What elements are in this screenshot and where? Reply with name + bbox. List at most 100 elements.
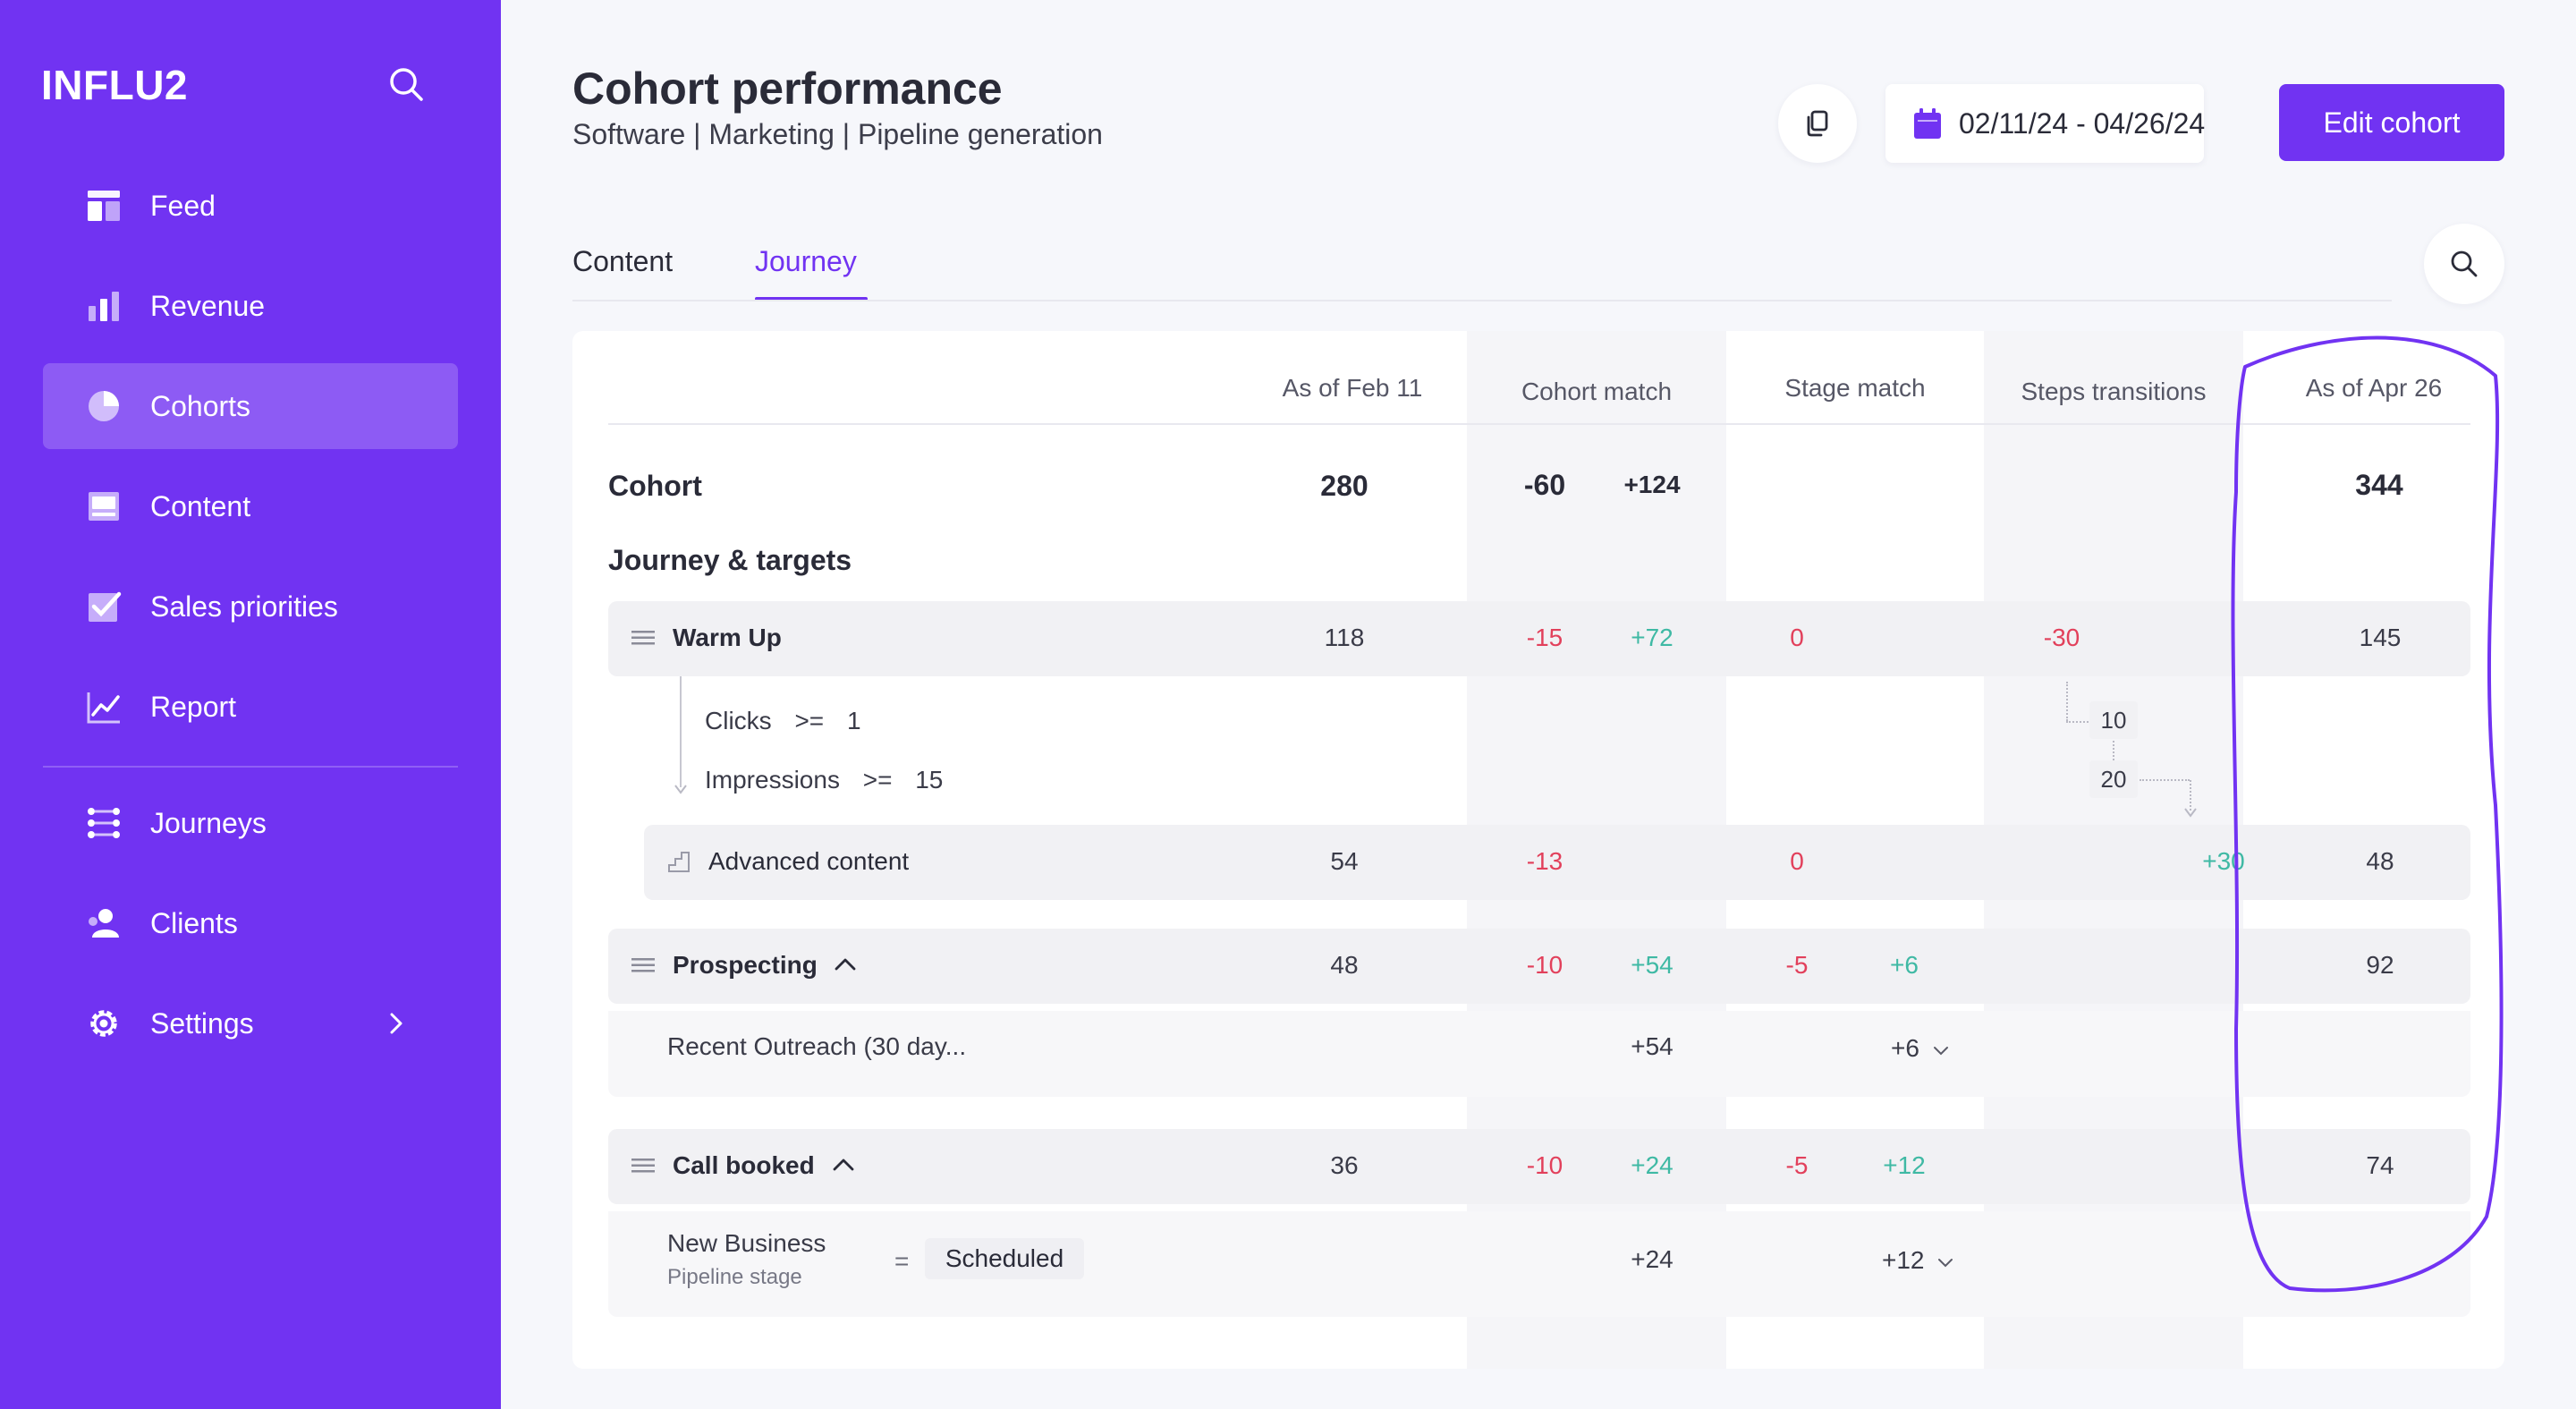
row-start: 118 <box>1324 624 1365 651</box>
journey-table: As of Feb 11 Cohort match Stage match St… <box>572 331 2504 1369</box>
drag-handle-icon[interactable] <box>631 957 655 973</box>
chevron-down-icon <box>1933 1047 1948 1056</box>
row-match-pos: +54 <box>1631 951 1674 979</box>
sidebar-item-content[interactable]: Content <box>43 463 458 549</box>
date-range-picker[interactable]: 02/11/24 - 04/26/24 <box>1885 84 2206 163</box>
step-chip: 10 <box>2089 701 2138 739</box>
criteria-item: Impressions >= 15 <box>705 766 943 794</box>
row-start: 54 <box>1330 847 1359 875</box>
journeys-icon <box>88 808 120 838</box>
page-subtitle: Software | Marketing | Pipeline generati… <box>572 118 1103 150</box>
cohort-label: Cohort <box>608 470 702 502</box>
row-match-neg: -13 <box>1526 847 1563 875</box>
line-chart-icon <box>87 692 120 724</box>
cohort-match-neg: -60 <box>1523 469 1566 501</box>
sidebar-item-label: Feed <box>150 189 216 222</box>
subrow-stage-value: +6 <box>1891 1034 1919 1062</box>
section-label: Journey & targets <box>608 544 852 576</box>
sidebar-item-label: Revenue <box>150 289 266 322</box>
copy-icon <box>1807 110 1828 137</box>
column-header: Stage match <box>1784 374 1926 402</box>
table-row[interactable] <box>608 929 2470 1004</box>
sidebar-item-label: Report <box>150 690 237 723</box>
sidebar-item-clients[interactable]: Clients <box>43 880 458 966</box>
table-row[interactable] <box>644 825 2470 900</box>
row-label: Warm Up <box>673 624 782 651</box>
criteria-item: Clicks >= 1 <box>705 707 861 735</box>
active-tab-indicator <box>755 297 868 301</box>
sidebar-item-cohorts[interactable]: Cohorts <box>43 363 458 449</box>
step-connector <box>2113 741 2114 760</box>
chevron-up-icon[interactable] <box>832 1158 855 1172</box>
column-header: Cohort match <box>1521 378 1673 405</box>
sidebar-item-label: Clients <box>150 906 238 939</box>
checkbox-icon <box>89 591 122 622</box>
row-label: Advanced content <box>708 847 910 875</box>
row-steps: -30 <box>2043 624 2080 651</box>
arrow-down-icon <box>2184 808 2197 818</box>
criteria-value: 1 <box>846 707 861 734</box>
sidebar-item-label: Journeys <box>150 806 267 839</box>
drag-handle-icon[interactable] <box>631 630 655 646</box>
row-stage: 0 <box>1790 624 1804 651</box>
column-header: As of Apr 26 <box>2305 374 2443 402</box>
tab-content[interactable]: Content <box>572 245 674 277</box>
row-match-neg: -10 <box>1526 951 1563 979</box>
search-icon[interactable] <box>386 64 426 104</box>
bar-chart-icon <box>89 292 119 321</box>
chevron-down-icon <box>1938 1259 1953 1268</box>
row-label: Prospecting <box>673 951 818 979</box>
step-connector <box>2066 721 2091 723</box>
table-subrow[interactable] <box>608 1211 2470 1317</box>
subrow-sublabel: Pipeline stage <box>667 1265 802 1289</box>
subrow-stage[interactable]: +6 <box>1891 1034 1950 1063</box>
edit-cohort-button[interactable]: Edit cohort <box>2279 84 2504 161</box>
row-steps: +30 <box>2202 847 2245 875</box>
table-row[interactable] <box>608 1129 2470 1204</box>
row-stage-neg: -5 <box>1785 951 1809 979</box>
table-row[interactable] <box>608 601 2470 676</box>
row-start: 36 <box>1330 1151 1359 1179</box>
subrow-stage[interactable]: +12 <box>1882 1246 1954 1275</box>
drag-handle-icon[interactable] <box>631 1158 655 1174</box>
sidebar-item-journeys[interactable]: Journeys <box>43 780 458 866</box>
criteria-name: Clicks <box>705 707 772 734</box>
row-stage-pos: +6 <box>1890 951 1919 979</box>
feed-icon <box>88 191 120 221</box>
subrow-label: Recent Outreach (30 day... <box>667 1032 967 1060</box>
calendar-icon <box>1914 108 1941 139</box>
sidebar-item-label: Content <box>150 489 251 522</box>
subrow-label: New Business <box>667 1229 826 1257</box>
sidebar-item-label: Cohorts <box>150 389 251 422</box>
row-stage-neg: -5 <box>1785 1151 1809 1179</box>
cohort-start: 280 <box>1320 470 1368 502</box>
sidebar-item-label: Settings <box>150 1006 254 1040</box>
table-search-button[interactable] <box>2424 224 2504 304</box>
content-icon <box>89 492 119 521</box>
date-range-value: 02/11/24 - 04/26/24 <box>1959 106 2206 140</box>
arrow-down-icon <box>674 785 687 794</box>
step-connector <box>2066 682 2068 721</box>
pie-chart-icon <box>89 391 119 421</box>
tab-journey[interactable]: Journey <box>755 245 857 277</box>
copy-button[interactable] <box>1778 84 1857 163</box>
column-header: Steps transitions <box>2021 378 2207 405</box>
cohort-end: 344 <box>2355 469 2403 501</box>
sidebar-item-report[interactable]: Report <box>43 664 458 750</box>
row-end: 48 <box>2366 847 2394 875</box>
app-logo: INFLU2 <box>41 62 188 108</box>
tabs-divider <box>572 300 2392 301</box>
criteria-name: Impressions <box>705 766 840 794</box>
stage-value-chip[interactable]: Scheduled <box>925 1238 1084 1279</box>
sidebar-item-sales-priorities[interactable]: Sales priorities <box>43 564 458 649</box>
sidebar-item-settings[interactable]: Settings <box>43 980 458 1066</box>
sidebar-item-feed[interactable]: Feed <box>43 163 458 249</box>
row-match-pos: +72 <box>1631 624 1674 651</box>
table-subrow[interactable] <box>608 1011 2470 1097</box>
cohort-match-pos: +124 <box>1623 471 1681 498</box>
criteria-operator: >= <box>794 707 825 734</box>
criteria-operator: >= <box>862 766 893 794</box>
sidebar-item-revenue[interactable]: Revenue <box>43 263 458 349</box>
chevron-up-icon[interactable] <box>834 957 857 972</box>
gear-icon <box>90 1010 117 1037</box>
